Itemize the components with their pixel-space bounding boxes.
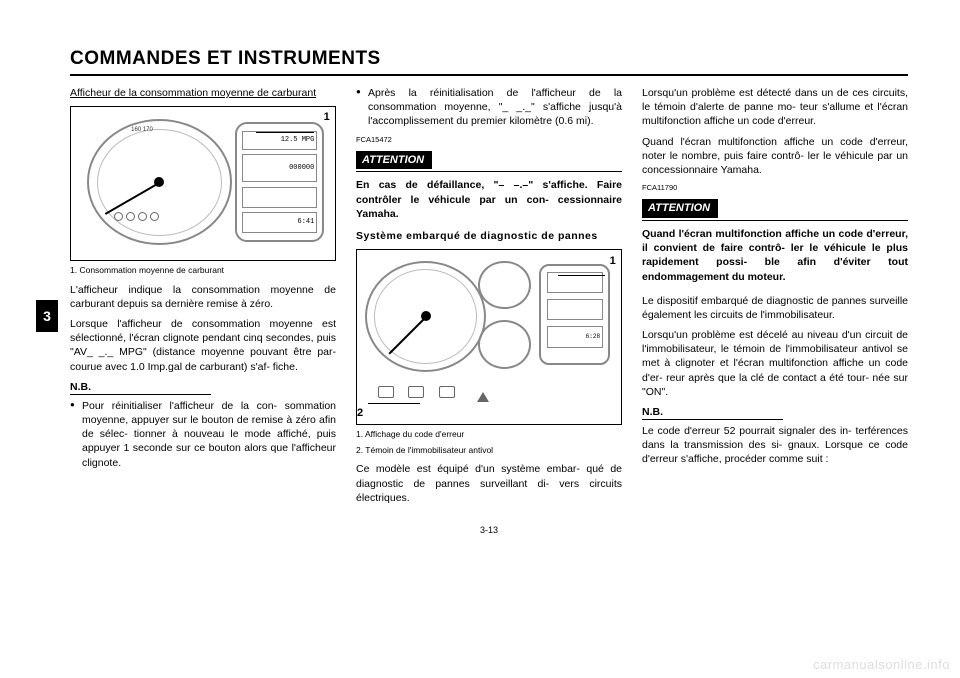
col1-subhead: Afficheur de la consommation moyenne de …: [70, 86, 336, 100]
nb-heading: N.B.: [70, 380, 211, 395]
col3-nb-text: Le code d'erreur 52 pourrait signaler de…: [642, 424, 908, 467]
lcd-row-odo: 000000: [242, 154, 317, 182]
col2-bullet1: Après la réinitialisation de l'afficheur…: [368, 86, 622, 129]
speedometer-icon: 160 170: [87, 119, 232, 245]
attention-text-2: Quand l'écran multifonction affiche un c…: [642, 227, 908, 284]
attention-rule: ATTENTION: [356, 151, 622, 173]
indicator-panel: [370, 383, 523, 414]
attention-rule-2: ATTENTION: [642, 199, 908, 221]
page-number: 3-13: [70, 525, 908, 535]
indicator-icons: [114, 212, 159, 221]
attention-label-2: ATTENTION: [642, 199, 718, 218]
column-3: Lorsqu'un problème est détecté dans un d…: [642, 86, 908, 511]
callout-1: 1: [324, 110, 330, 125]
col1-para1: L'afficheur indique la consommation moye…: [70, 283, 336, 311]
callout-1b: 1: [610, 254, 616, 269]
leader-1: [558, 275, 606, 276]
page-title: COMMANDES ET INSTRUMENTS: [70, 48, 908, 76]
col2-para-end: Ce modèle est équipé d'un système embar-…: [356, 462, 622, 505]
watermark: carmanualsonline.info: [813, 657, 950, 672]
lcd-display-2: 6:28: [539, 264, 610, 365]
small-gauge-2: [478, 320, 531, 369]
col1-bullets: Pour réinitialiser l'afficheur de la con…: [70, 399, 336, 470]
column-2: Après la réinitialisation de l'afficheur…: [356, 86, 622, 511]
dial-numbers: 160 170: [131, 126, 153, 134]
figure-diag-system: 6:28 1 2: [356, 249, 622, 425]
small-gauge-1: [478, 261, 531, 310]
lcd2-r3: 6:28: [547, 326, 604, 347]
leader-2: [368, 403, 421, 404]
lcd-row-mpg: 12.5 MPG: [242, 131, 317, 149]
chapter-tab: 3: [36, 300, 58, 332]
col1-para2: Lorsque l'afficheur de consommation moye…: [70, 317, 336, 374]
content-columns: Afficheur de la consommation moyenne de …: [70, 86, 908, 511]
col3-para4: Lorsqu'un problème est décelé au niveau …: [642, 328, 908, 399]
callout-2: 2: [357, 406, 363, 421]
col3-para1: Lorsqu'un problème est détecté dans un d…: [642, 86, 908, 129]
col3-para3: Le dispositif embarqué de diagnostic de …: [642, 294, 908, 322]
lcd2-r2: [547, 299, 604, 320]
attention-text-1: En cas de défaillance, "– –.–" s'affiche…: [356, 178, 622, 221]
tach-icon: [365, 261, 486, 373]
col2-bullets: Après la réinitialisation de l'afficheur…: [356, 86, 622, 129]
figure1-caption: 1. Consommation moyenne de carburant: [70, 265, 336, 276]
lcd-row-blank: [242, 187, 317, 208]
lcd-row-clock: 6:41: [242, 212, 317, 233]
ref-code-2: FCA11790: [642, 183, 908, 193]
leader-line: [256, 132, 314, 133]
attention-label: ATTENTION: [356, 151, 432, 170]
figure2-caption1: 1. Affichage du code d'erreur: [356, 429, 622, 440]
manual-page: 3 COMMANDES ET INSTRUMENTS Afficheur de …: [0, 0, 960, 678]
figure-fuel-avg: 160 170 12.5 MPG 000000 6:41 1: [70, 106, 336, 261]
nb-heading-2: N.B.: [642, 405, 783, 420]
ref-code-1: FCA15472: [356, 135, 622, 145]
figure2-caption2: 2. Témoin de l'immobilisateur antivol: [356, 445, 622, 456]
col1-bullet1: Pour réinitialiser l'afficheur de la con…: [82, 399, 336, 470]
diag-system-title: Système embarqué de diagnostic de pannes: [356, 229, 622, 243]
column-1: Afficheur de la consommation moyenne de …: [70, 86, 336, 511]
lcd-display: 12.5 MPG 000000 6:41: [235, 122, 325, 241]
col3-para2: Quand l'écran multifonction affiche un c…: [642, 135, 908, 178]
